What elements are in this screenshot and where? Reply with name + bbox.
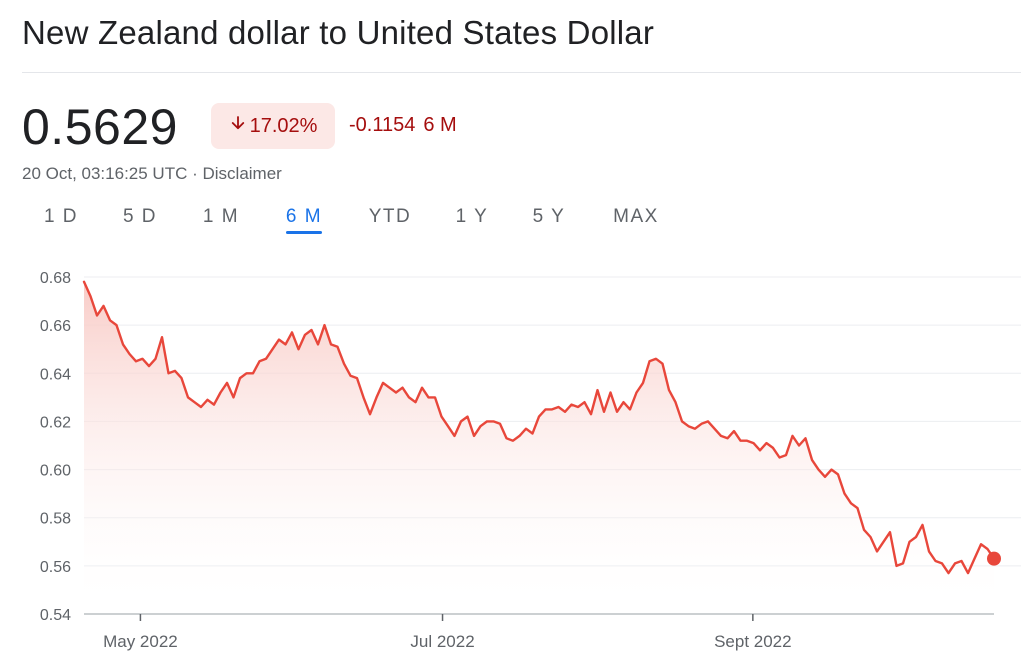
change-percent-badge: 17.02% (211, 103, 335, 149)
y-tick-label: 0.54 (40, 607, 71, 624)
change-value: -0.1154 (349, 114, 416, 136)
tab-5d[interactable]: 5 D (122, 206, 158, 227)
y-tick-label: 0.64 (40, 366, 71, 383)
y-tick-label: 0.60 (40, 463, 71, 480)
y-tick-label: 0.56 (40, 559, 71, 576)
meta-separator: · (187, 164, 203, 183)
y-tick-label: 0.66 (40, 318, 71, 335)
x-tick-label: May 2022 (103, 632, 178, 651)
tab-ytd[interactable]: YTD (368, 206, 412, 227)
tab-1m[interactable]: 1 M (202, 206, 240, 227)
y-tick-label: 0.68 (40, 270, 71, 287)
quote-meta: 20 Oct, 03:16:25 UTC · Disclaimer (22, 164, 282, 184)
arrow-down-icon (229, 114, 247, 138)
y-axis: 0.68 0.66 0.64 0.62 0.60 0.58 0.56 0.54 (40, 270, 71, 624)
change-value-row: -0.1154 6 M (349, 114, 457, 137)
disclaimer-link[interactable]: Disclaimer (202, 164, 282, 183)
time-range-tabs: 1 D 5 D 1 M 6 M YTD 1 Y 5 Y MAX (0, 200, 700, 240)
x-tick-label: Sept 2022 (714, 632, 792, 651)
x-tick-label: Jul 2022 (410, 632, 474, 651)
series-line (82, 280, 996, 575)
price-chart: 0.68 0.66 0.64 0.62 0.60 0.58 0.56 0.54 May 202… (40, 270, 1021, 651)
tab-1y[interactable]: 1 Y (455, 206, 489, 227)
tab-max[interactable]: MAX (613, 206, 659, 227)
y-tick-label: 0.62 (40, 414, 71, 431)
x-axis: May 2022 Jul 2022 Sept 2022 (103, 614, 792, 651)
tab-6m[interactable]: 6 M (285, 206, 323, 227)
current-price: 0.5629 (22, 99, 178, 155)
current-point-marker (987, 551, 1001, 566)
page-title: New Zealand dollar to United States Doll… (22, 14, 655, 51)
y-tick-label: 0.58 (40, 511, 71, 528)
change-period: 6 M (423, 114, 457, 136)
active-tab-indicator (286, 231, 322, 234)
timestamp: 20 Oct, 03:16:25 UTC (22, 164, 188, 183)
tab-5y[interactable]: 5 Y (532, 206, 566, 227)
series-area (84, 281, 994, 614)
tab-1d[interactable]: 1 D (43, 206, 79, 227)
change-percent: 17.02% (249, 114, 318, 137)
header-divider (22, 72, 1021, 73)
